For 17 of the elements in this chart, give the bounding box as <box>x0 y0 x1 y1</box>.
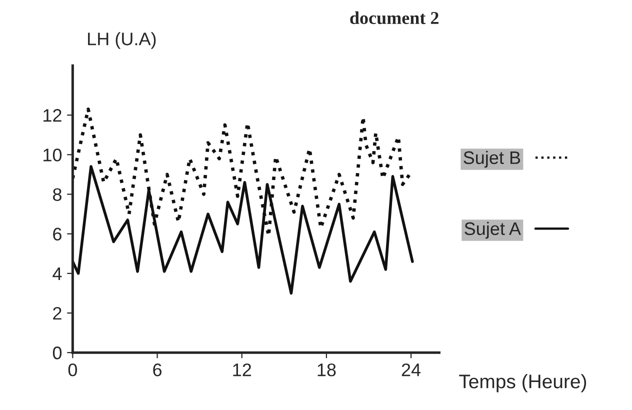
x-tick-label: 18 <box>318 363 336 376</box>
x-axis-title: Temps (Heure) <box>459 374 586 392</box>
x-tick-label: 12 <box>233 363 251 376</box>
legend-label: Sujet A <box>464 222 521 239</box>
y-tick-label: 0 <box>52 346 62 360</box>
y-axis-title: LH (U.A) <box>88 32 156 49</box>
y-tick-label: 8 <box>53 188 62 201</box>
x-tick-label: 24 <box>402 363 421 376</box>
x-tick-label: 0 <box>68 363 77 376</box>
y-tick-label: 6 <box>53 228 62 241</box>
y-tick-label: 10 <box>44 148 62 162</box>
x-tick-label: 6 <box>153 363 162 376</box>
y-tick-label: 4 <box>52 268 62 280</box>
y-tick-label: 2 <box>53 306 62 320</box>
chart-title: document 2 <box>350 11 438 24</box>
legend-label: Sujet B <box>464 150 520 168</box>
y-tick-label: 12 <box>44 109 62 122</box>
